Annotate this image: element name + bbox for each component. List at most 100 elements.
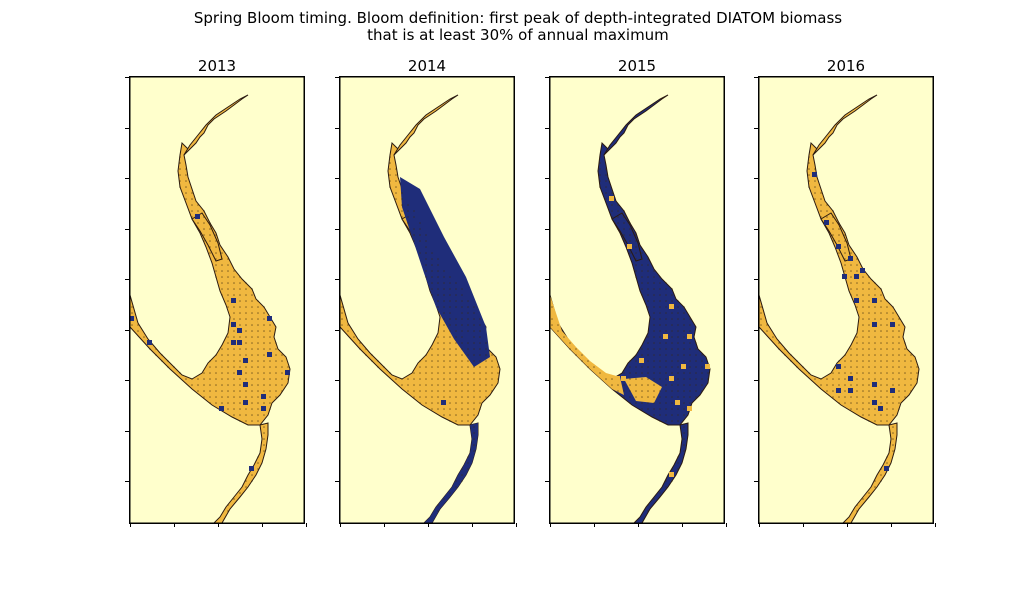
y-tick	[754, 77, 758, 78]
grid-dot	[683, 438, 685, 440]
bloom-cell	[237, 370, 242, 375]
grid-dot	[653, 402, 655, 404]
grid-dot	[856, 510, 858, 512]
bloom-cell	[842, 274, 847, 279]
grid-dot	[437, 294, 439, 296]
grid-dot	[695, 354, 697, 356]
grid-dot	[623, 222, 625, 224]
grid-dot	[796, 366, 798, 368]
grid-dot	[838, 234, 840, 236]
grid-dot	[251, 414, 253, 416]
grid-dot	[449, 492, 451, 494]
grid-dot	[898, 318, 900, 320]
grid-dot	[443, 336, 445, 338]
grid-dot	[443, 312, 445, 314]
grid-dot	[683, 312, 685, 314]
grid-dot	[419, 360, 421, 362]
grid-dot	[671, 294, 673, 296]
grid-dot	[473, 390, 475, 392]
y-tick	[125, 481, 129, 482]
grid-dot	[904, 384, 906, 386]
grid-dot	[233, 384, 235, 386]
grid-dot	[874, 282, 876, 284]
grid-dot	[659, 420, 661, 422]
grid-dot	[665, 300, 667, 302]
grid-dot	[898, 366, 900, 368]
grid-dot	[251, 324, 253, 326]
x-tick	[682, 523, 683, 527]
grid-dot	[826, 378, 828, 380]
grid-dot	[862, 402, 864, 404]
grid-dot	[647, 258, 649, 260]
grid-dot	[467, 342, 469, 344]
grid-dot	[233, 276, 235, 278]
grid-dot	[683, 426, 685, 428]
grid-dot	[455, 408, 457, 410]
grid-dot	[844, 246, 846, 248]
grid-dot	[347, 330, 349, 332]
grid-dot	[635, 234, 637, 236]
map-axes-2014	[335, 76, 517, 527]
grid-dot	[185, 378, 187, 380]
grid-dot	[269, 408, 271, 410]
grid-dot	[425, 366, 427, 368]
grid-dot	[581, 354, 583, 356]
grid-dot	[197, 204, 199, 206]
grid-dot	[677, 378, 679, 380]
grid-dot	[377, 366, 379, 368]
grid-dot	[425, 246, 427, 248]
grid-dot	[862, 300, 864, 302]
grid-dot	[665, 348, 667, 350]
grid-dot	[868, 360, 870, 362]
grid-dot	[425, 390, 427, 392]
grid-dot	[904, 348, 906, 350]
grid-dot	[659, 396, 661, 398]
grid-dot	[233, 312, 235, 314]
grid-dot	[449, 288, 451, 290]
grid-dot	[209, 396, 211, 398]
grid-dot	[856, 354, 858, 356]
grid-dot	[689, 354, 691, 356]
grid-dot	[671, 336, 673, 338]
grid-dot	[467, 360, 469, 362]
grid-dot	[473, 450, 475, 452]
grid-dot	[808, 186, 810, 188]
bloom-cell	[687, 406, 692, 411]
y-tick	[545, 127, 549, 129]
grid-dot	[467, 384, 469, 386]
grid-dot	[257, 384, 259, 386]
grid-dot	[455, 324, 457, 326]
grid-dot	[653, 408, 655, 410]
grid-dot	[233, 348, 235, 350]
bloom-cell	[243, 358, 248, 363]
grid-dot	[599, 186, 601, 188]
grid-dot	[617, 384, 619, 386]
grid-dot	[191, 384, 193, 386]
grid-dot	[431, 282, 433, 284]
grid-dot	[263, 438, 265, 440]
grid-dot	[623, 396, 625, 398]
grid-dot	[473, 444, 475, 446]
grid-dot	[862, 408, 864, 410]
grid-dot	[641, 366, 643, 368]
grid-dot	[479, 390, 481, 392]
grid-dot	[856, 288, 858, 290]
sea-background	[550, 77, 724, 523]
grid-dot	[251, 390, 253, 392]
y-tick	[335, 380, 339, 381]
grid-dot	[641, 348, 643, 350]
grid-dot	[449, 276, 451, 278]
grid-dot	[353, 336, 355, 338]
y-tick	[754, 279, 758, 280]
grid-dot	[551, 318, 553, 320]
grid-dot	[425, 276, 427, 278]
bloom-cell	[836, 388, 841, 393]
grid-dot	[407, 210, 409, 212]
grid-dot	[395, 168, 397, 170]
bloom-cell	[267, 352, 272, 357]
grid-dot	[215, 390, 217, 392]
grid-dot	[659, 360, 661, 362]
grid-dot	[832, 216, 834, 218]
bloom-cell	[884, 466, 889, 471]
grid-dot	[653, 306, 655, 308]
